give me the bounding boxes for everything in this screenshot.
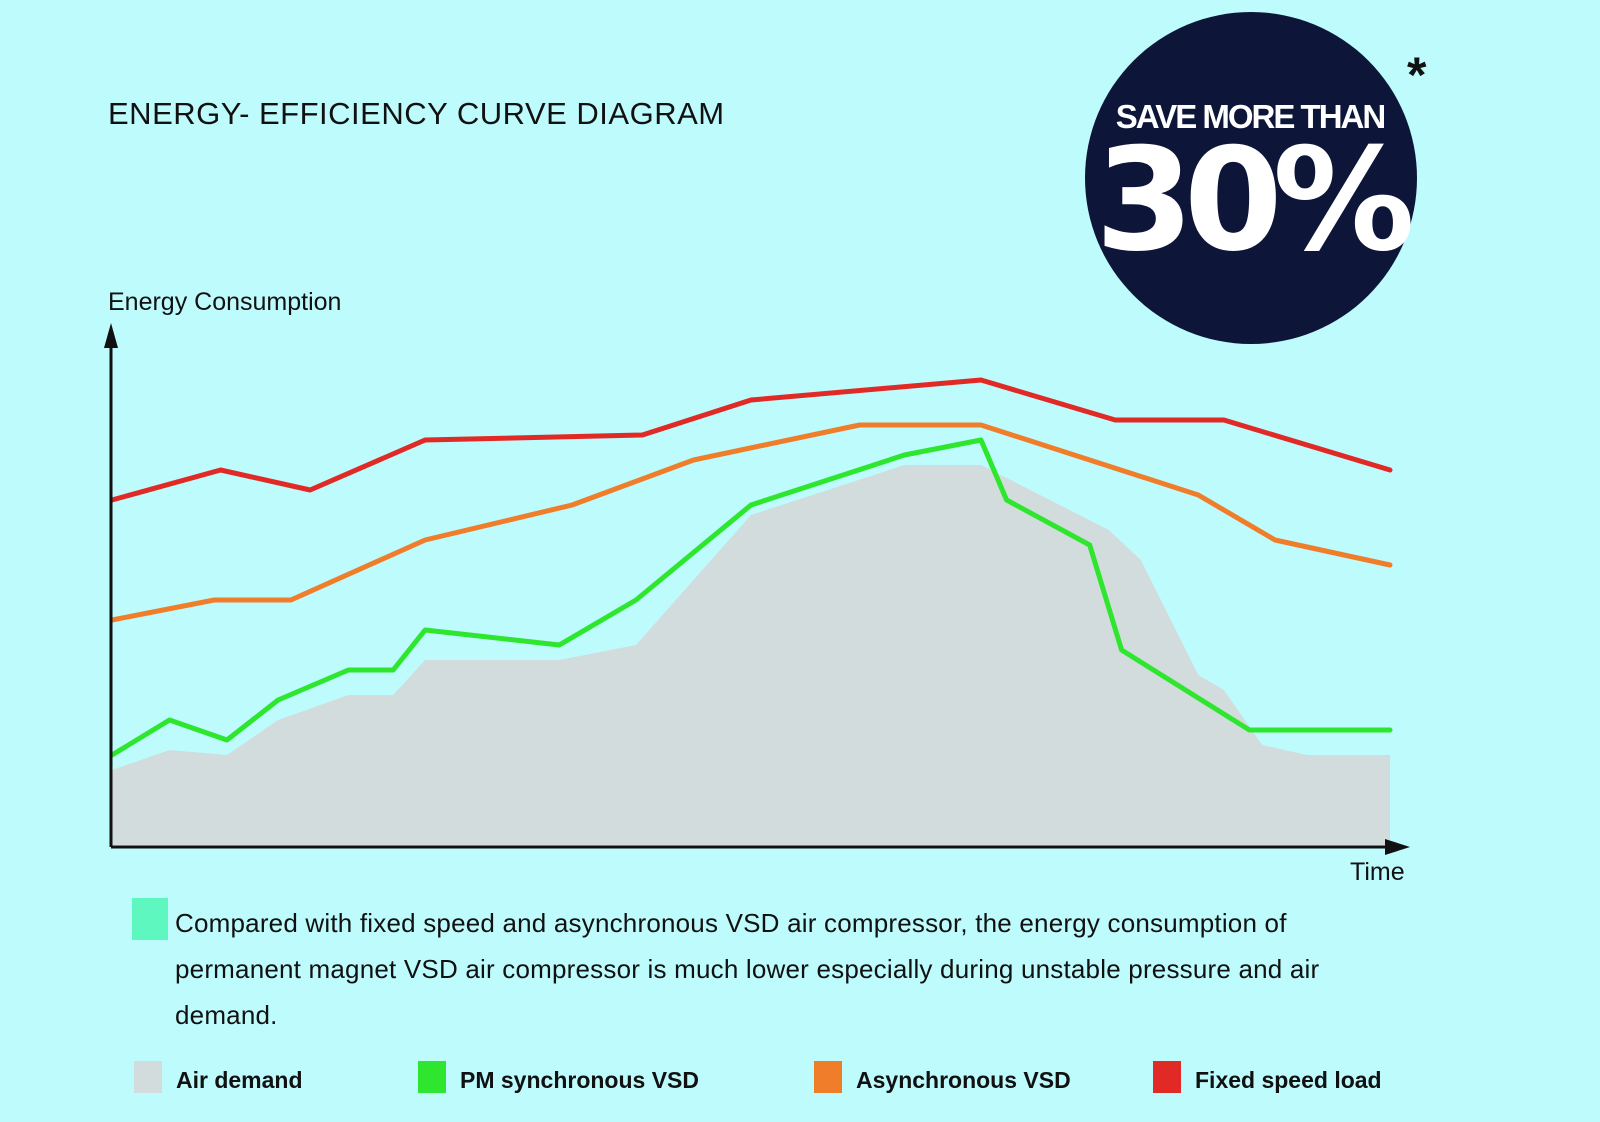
- badge-asterisk: *: [1407, 47, 1427, 103]
- badge-headline: SAVE MORE THAN: [1115, 98, 1386, 135]
- legend-swatch-fixed-speed-load: [1153, 1061, 1181, 1093]
- legend-label-pm-synchronous-vsd: PM synchronous VSD: [460, 1067, 699, 1093]
- x-axis-arrow: [1385, 839, 1410, 855]
- note-swatch: [132, 898, 168, 940]
- series-area-air-demand: [112, 465, 1390, 845]
- y-axis-arrow: [104, 323, 118, 348]
- y-axis-label: Energy Consumption: [108, 288, 342, 316]
- legend-swatch-air-demand: [134, 1061, 162, 1093]
- series-layer: [109, 377, 1393, 845]
- note-text: Compared with fixed speed and asynchrono…: [175, 908, 1320, 1030]
- legend-label-air-demand: Air demand: [176, 1067, 303, 1093]
- series-line-asynchronous-vsd: [109, 422, 1393, 623]
- series-line-fixed-speed-load: [109, 377, 1393, 503]
- savings-badge: [1085, 12, 1417, 344]
- chart-title: ENERGY- EFFICIENCY CURVE DIAGRAM: [108, 96, 725, 131]
- legend-label-fixed-speed-load: Fixed speed load: [1195, 1067, 1382, 1093]
- badge-percentage: 30%: [1095, 118, 1415, 283]
- legend-swatch-asynchronous-vsd: [814, 1061, 842, 1093]
- series-line-pm-synchronous-vsd: [109, 437, 1393, 758]
- legend-label-asynchronous-vsd: Asynchronous VSD: [856, 1067, 1071, 1093]
- x-axis-label: Time: [1350, 858, 1405, 886]
- legend-swatch-pm-synchronous-vsd: [418, 1061, 446, 1093]
